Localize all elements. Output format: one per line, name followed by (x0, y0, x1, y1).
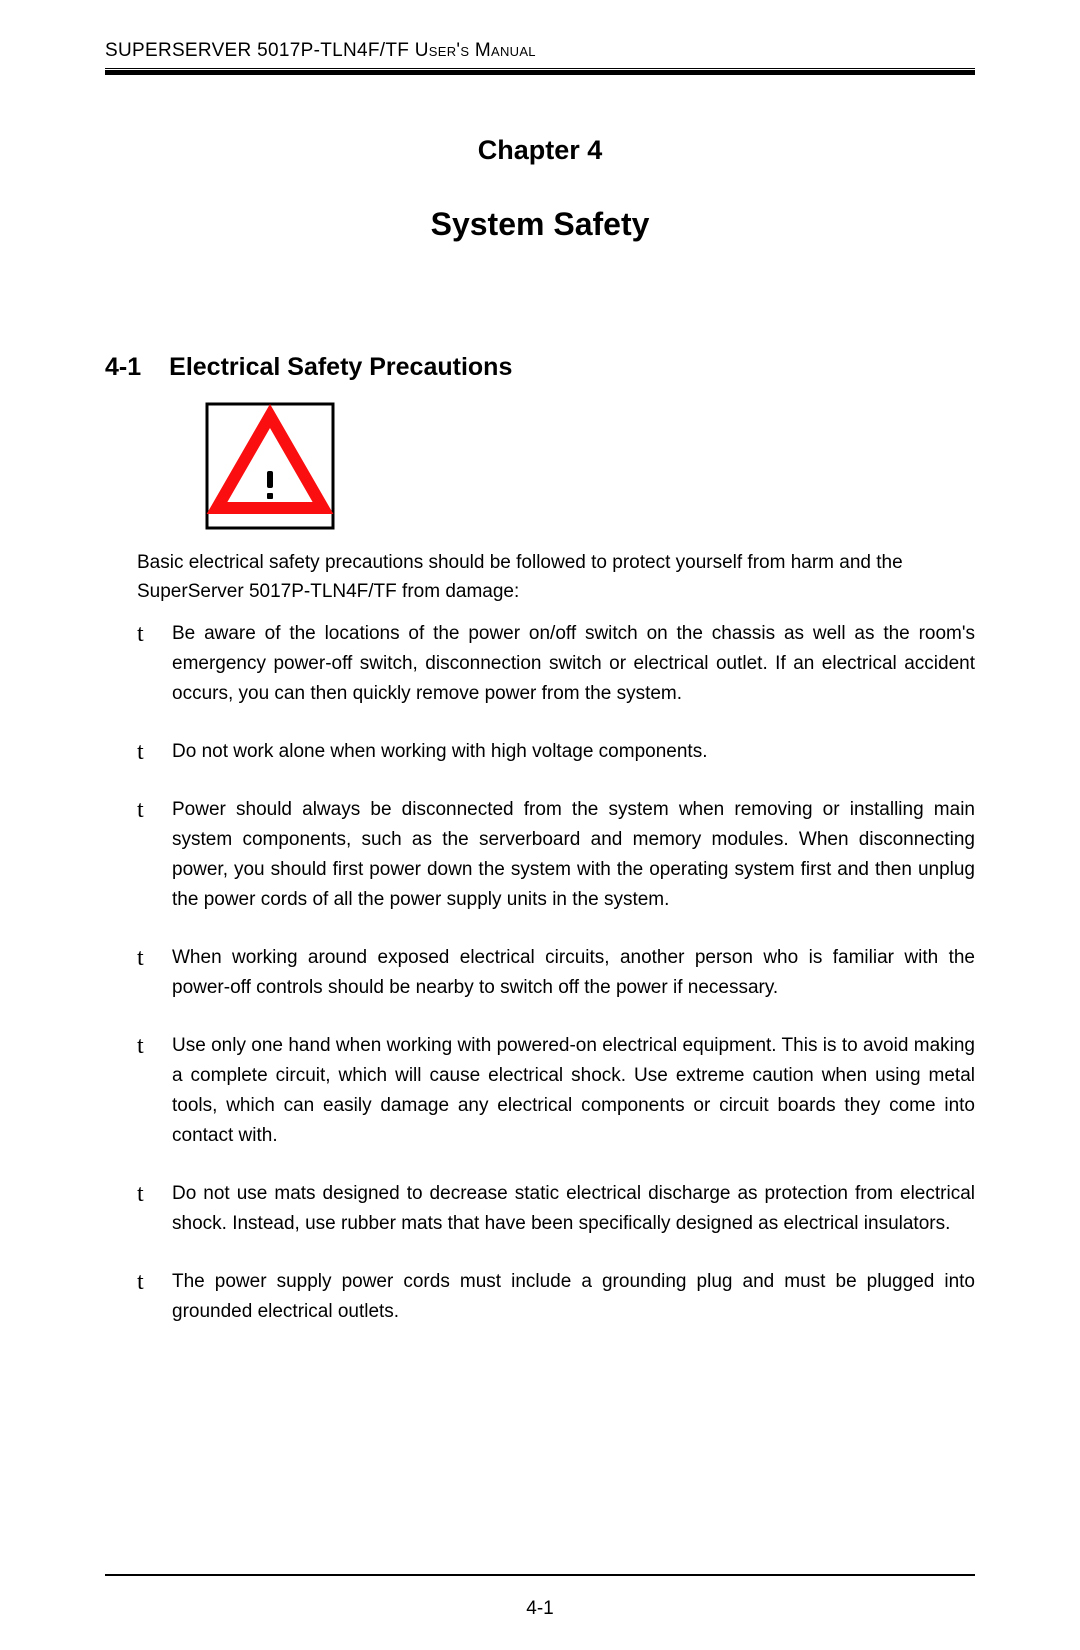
chapter-label: Chapter 4 (105, 135, 975, 166)
chapter-title: System Safety (105, 206, 975, 243)
bullet-marker-icon: t (137, 940, 144, 978)
list-item: t The power supply power cords must incl… (137, 1267, 975, 1327)
list-item: t Power should always be disconnected fr… (137, 795, 975, 915)
list-item-text: Do not use mats designed to decrease sta… (172, 1183, 975, 1234)
header-divider-thin (105, 68, 975, 69)
list-item-text: Be aware of the locations of the power o… (172, 623, 975, 704)
list-item: t Be aware of the locations of the power… (137, 619, 975, 709)
bullet-marker-icon: t (137, 1028, 144, 1066)
list-item-text: The power supply power cords must includ… (172, 1271, 975, 1322)
warning-icon (205, 402, 975, 530)
list-item: t Do not use mats designed to decrease s… (137, 1179, 975, 1239)
section-title: Electrical Safety Precautions (169, 353, 512, 381)
page-footer: 4-1 (105, 1574, 975, 1620)
list-item-text: Power should always be disconnected from… (172, 799, 975, 910)
list-item: t Use only one hand when working with po… (137, 1031, 975, 1151)
bullet-marker-icon: t (137, 792, 144, 830)
intro-paragraph: Basic electrical safety precautions shou… (137, 548, 975, 607)
page-number: 4-1 (105, 1598, 975, 1620)
section-number: 4-1 (105, 353, 141, 382)
list-item-text: Use only one hand when working with powe… (172, 1035, 975, 1146)
bullet-marker-icon: t (137, 616, 144, 654)
bullet-marker-icon: t (137, 1264, 144, 1302)
bullet-marker-icon: t (137, 1176, 144, 1214)
footer-divider (105, 1574, 975, 1576)
precautions-list: t Be aware of the locations of the power… (137, 619, 975, 1327)
page-header: SUPERSERVER 5017P-TLN4F/TF User's Manual (105, 40, 975, 75)
list-item-text: When working around exposed electrical c… (172, 947, 975, 998)
header-divider-thick (105, 70, 975, 75)
bullet-marker-icon: t (137, 734, 144, 772)
list-item: t When working around exposed electrical… (137, 943, 975, 1003)
section-heading: 4-1 Electrical Safety Precautions (105, 353, 975, 382)
list-item: t Do not work alone when working with hi… (137, 737, 975, 767)
manual-title: SUPERSERVER 5017P-TLN4F/TF User's Manual (105, 40, 975, 62)
list-item-text: Do not work alone when working with high… (172, 741, 707, 762)
